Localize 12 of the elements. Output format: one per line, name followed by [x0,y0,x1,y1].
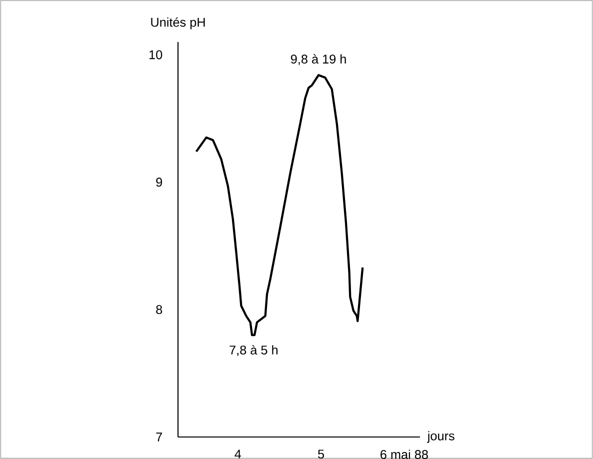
y-tick-label: 8 [156,305,162,314]
y-axis-title: Unités pH [151,17,205,30]
x-axis-title: jours [427,431,454,443]
annotation: 9,8 à 19 h [290,54,346,66]
line-series [195,74,364,336]
y-tick-label: 10 [150,50,162,60]
annotation: 7,8 à 5 h [230,345,278,356]
y-tick-label: 7 [156,432,162,442]
x-tick-label: 5 [318,450,324,459]
y-tick-label: 9 [156,178,162,187]
x-tick-label: 6 mai 88 [380,450,428,459]
x-tick-label: 4 [234,450,242,458]
